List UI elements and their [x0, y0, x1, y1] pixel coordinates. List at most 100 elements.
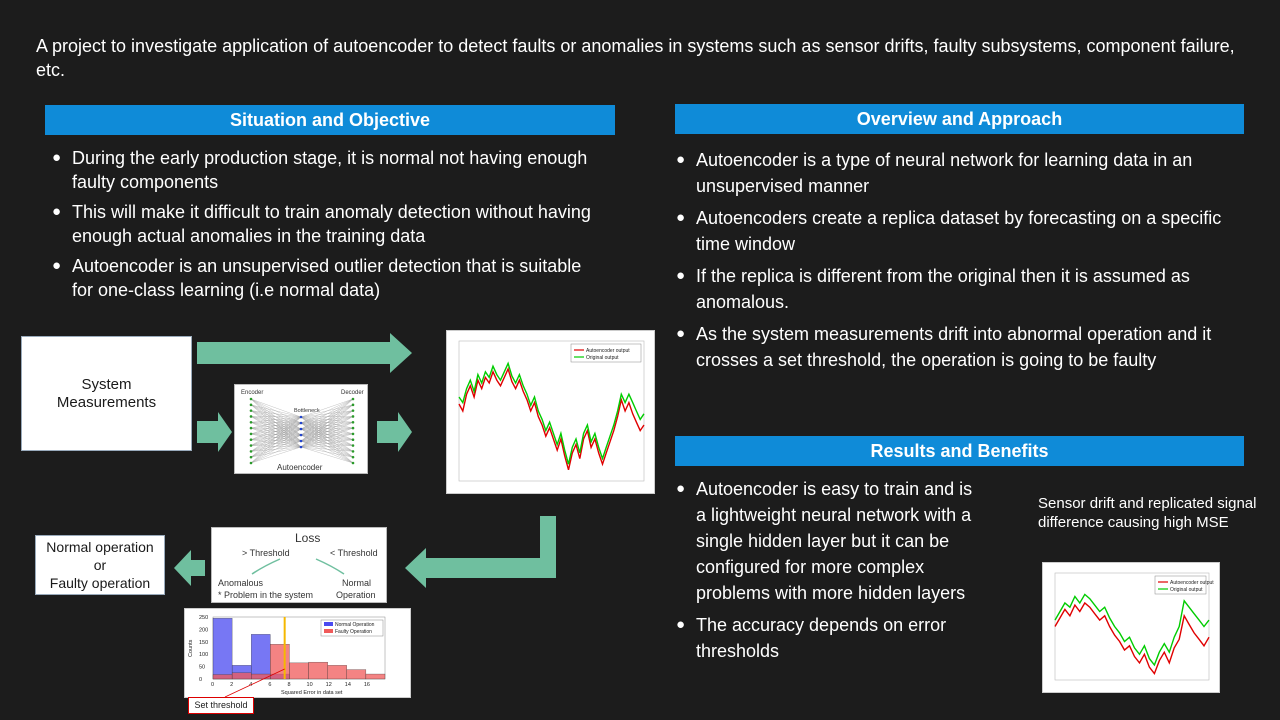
- network-edge: [250, 410, 302, 418]
- network-edge: [250, 440, 302, 464]
- error-histogram: 0246810121416050100150200250Squared Erro…: [184, 608, 411, 698]
- network-edge: [250, 416, 302, 435]
- lt-threshold-label: < Threshold: [330, 548, 378, 558]
- network-edge: [300, 422, 354, 448]
- arrow-to-plot: [197, 333, 412, 373]
- network-node: [351, 444, 355, 447]
- network-edge: [300, 398, 354, 442]
- network-node: [351, 450, 355, 453]
- hist-bar: [231, 672, 252, 680]
- results-bullets: Autoencoder is easy to train and is a li…: [676, 476, 976, 670]
- outcome-or: or: [93, 557, 107, 573]
- hist-bar: [251, 673, 271, 680]
- encoder-label: Encoder: [241, 390, 263, 396]
- network-edge: [250, 434, 302, 464]
- hist-bar: [365, 673, 386, 680]
- arrow-to-outcome: [174, 550, 205, 586]
- network-node: [351, 415, 355, 418]
- network-node: [249, 444, 253, 447]
- drift-plot: Autoencoder output Original output: [1042, 562, 1220, 693]
- network-edge: [250, 416, 302, 446]
- series-line-1: [458, 361, 645, 465]
- outcome-faulty: Faulty operation: [49, 575, 151, 591]
- branch-right: [315, 558, 345, 575]
- network-edge: [250, 416, 302, 418]
- hist-bar: [346, 669, 367, 680]
- error-histogram-svg: 0246810121416050100150200250Squared Erro…: [188, 615, 386, 698]
- network-edge: [300, 398, 354, 448]
- x-axis-label: Squared Error in data set: [281, 690, 343, 696]
- network-node: [249, 397, 253, 401]
- network-node: [299, 445, 303, 449]
- situation-bullet: During the early production stage, it is…: [52, 146, 592, 194]
- outcome-box: Normal operation or Faulty operation: [35, 535, 165, 595]
- network-node: [249, 438, 253, 442]
- network-edge: [300, 398, 354, 436]
- network-edge: [250, 404, 302, 418]
- legend-swatch: [324, 622, 333, 626]
- autoencoder-label: Autoencoder: [277, 463, 323, 472]
- network-node: [351, 409, 355, 412]
- anomalous-label: Anomalous: [218, 578, 264, 588]
- overview-bullet: As the system measurements drift into ab…: [676, 321, 1260, 373]
- legend-label: Normal Operation: [335, 622, 375, 628]
- network-node: [299, 415, 303, 419]
- arrow-to-plot-small: [377, 412, 412, 452]
- network-node: [299, 439, 303, 443]
- operation-label: Operation: [336, 590, 376, 600]
- x-tick-label: 16: [364, 682, 370, 688]
- network-edge: [250, 416, 302, 429]
- branch-left: [251, 558, 281, 575]
- network-node: [351, 432, 355, 436]
- gt-threshold-label: > Threshold: [242, 548, 290, 558]
- situation-header: Situation and Objective: [45, 105, 615, 135]
- y-axis-label: Counts: [188, 639, 194, 657]
- network-edge: [300, 446, 354, 464]
- overview-bullets: Autoencoder is a type of neural network …: [676, 147, 1260, 379]
- legend-label: Autoencoder output: [586, 348, 630, 354]
- hist-bar: [212, 674, 233, 680]
- x-tick-label: 10: [307, 682, 313, 688]
- system-label: System: [81, 375, 132, 393]
- network-node: [351, 461, 355, 465]
- series-line-0: [458, 367, 645, 470]
- network-node: [351, 455, 355, 459]
- network-edge: [300, 416, 354, 448]
- network-edge: [300, 446, 354, 452]
- network-node: [299, 421, 303, 425]
- y-tick-label: 100: [199, 652, 208, 658]
- network-edge: [300, 439, 354, 448]
- y-tick-label: 50: [199, 665, 205, 671]
- legend-label: Faulty Operation: [335, 629, 372, 635]
- network-node: [249, 461, 253, 465]
- series-line-0: [1054, 601, 1210, 676]
- y-tick-label: 200: [199, 627, 208, 633]
- network-edge: [300, 445, 354, 448]
- network-node: [351, 403, 355, 407]
- system-measurements-box: System Measurements: [21, 336, 192, 451]
- legend-label: Original output: [586, 355, 619, 361]
- bottleneck-label: Bottleneck: [294, 408, 320, 414]
- network-node: [299, 427, 303, 431]
- network-edge: [250, 416, 302, 452]
- network-node: [249, 432, 253, 436]
- threshold-pointer: [224, 668, 285, 698]
- network-edge: [250, 422, 302, 464]
- network-edge: [300, 427, 354, 448]
- normal-label: Normal: [342, 578, 371, 588]
- set-threshold-callout: Set threshold: [188, 697, 254, 714]
- network-edge: [300, 446, 354, 458]
- arrow-loop-back: [405, 516, 556, 588]
- network-edge: [300, 404, 354, 448]
- network-node: [249, 409, 253, 412]
- overview-header: Overview and Approach: [675, 104, 1244, 134]
- network-nodes: [249, 397, 355, 465]
- autoencoder-diagram: Encoder Decoder Bottleneck Autoencoder: [234, 384, 368, 474]
- network-edge: [300, 410, 354, 448]
- y-tick-label: 250: [199, 615, 208, 621]
- network-edge: [300, 398, 354, 424]
- results-header: Results and Benefits: [675, 436, 1244, 466]
- network-node: [249, 420, 253, 424]
